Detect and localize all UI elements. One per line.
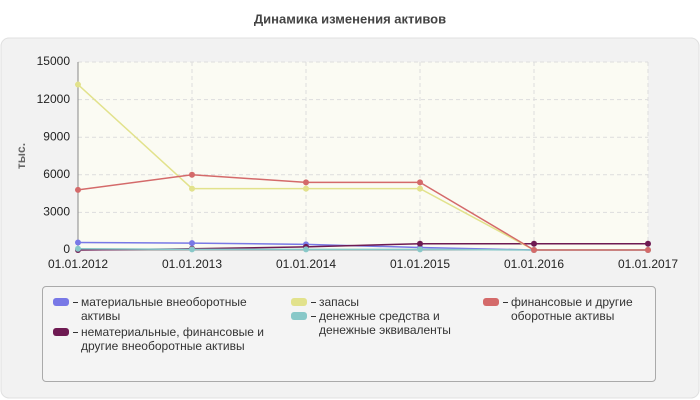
chart-title: Динамика изменения активов [254, 11, 446, 26]
plot-area [78, 62, 648, 250]
y-tick-label: 0 [63, 242, 70, 256]
legend-swatch [291, 312, 307, 320]
point [645, 247, 651, 253]
point [75, 239, 81, 246]
y-tick-label: 6000 [43, 167, 70, 181]
y-tick-label: 12000 [37, 92, 71, 106]
point [189, 171, 195, 178]
y-tick-label: 3000 [43, 205, 70, 219]
legend-swatch [483, 298, 499, 306]
legend-item: материальные внеоборотные активы [53, 295, 268, 323]
legend-label: нематериальные, финансовые и другие внео… [81, 325, 264, 353]
legend-dash [73, 332, 78, 333]
point [417, 246, 423, 253]
legend-dash [73, 302, 78, 303]
point [645, 240, 651, 247]
legend-item: запасы [291, 295, 461, 309]
point [303, 246, 309, 253]
legend-label: запасы [319, 295, 359, 309]
legend-label: финансовые и другие оборотные активы [511, 295, 633, 323]
x-tick-label: 01.01.2017 [618, 257, 678, 271]
series-line [77, 174, 648, 251]
point [75, 186, 81, 193]
x-tick-label: 01.01.2012 [48, 257, 108, 271]
point [303, 185, 309, 192]
point [531, 240, 537, 247]
x-tick-label: 01.01.2014 [276, 257, 336, 271]
point [417, 240, 423, 247]
legend-label: денежные средства и денежные эквиваленты [319, 309, 451, 337]
point [189, 240, 195, 247]
point [303, 179, 309, 186]
point [189, 246, 195, 253]
legend-item: финансовые и другие оборотные активы [483, 295, 653, 323]
legend-dash [311, 302, 316, 303]
point [417, 185, 423, 192]
y-tick-label: 9000 [43, 129, 70, 143]
point [75, 245, 81, 252]
x-tick-label: 01.01.2015 [390, 257, 450, 271]
point [531, 247, 537, 253]
x-tick-label: 01.01.2013 [162, 257, 222, 271]
legend-label: материальные внеоборотные активы [81, 295, 247, 323]
legend-item: денежные средства и денежные эквиваленты [291, 309, 461, 337]
point [189, 185, 195, 192]
legend: материальные внеоборотные активы нематери… [42, 286, 656, 382]
legend-swatch [53, 298, 69, 306]
legend-dash [311, 316, 316, 317]
legend-item: нематериальные, финансовые и другие внео… [53, 325, 268, 353]
x-tick-label: 01.01.2016 [504, 257, 564, 271]
legend-swatch [53, 328, 69, 336]
point [75, 81, 81, 88]
point [417, 179, 423, 186]
y-tick-label: 15000 [37, 54, 71, 68]
legend-swatch [291, 298, 307, 306]
legend-dash [503, 302, 508, 303]
y-axis-label: тыс. [14, 143, 28, 169]
